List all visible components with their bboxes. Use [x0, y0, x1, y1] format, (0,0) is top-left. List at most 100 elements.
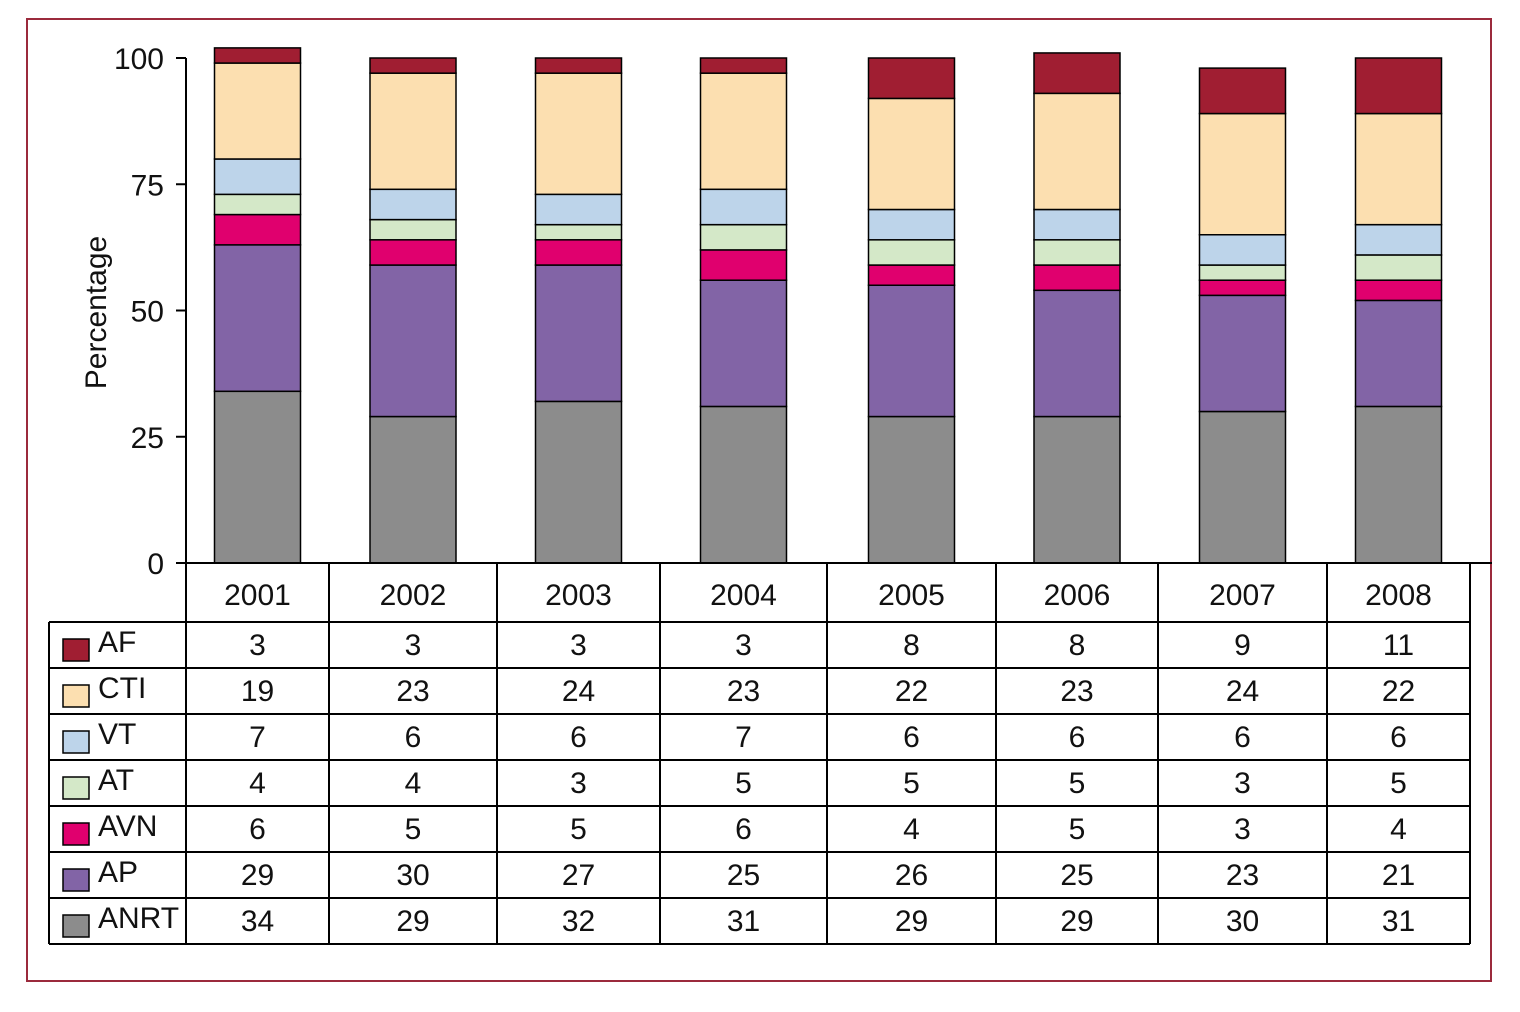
bar-segment-at-2008: [1354, 254, 1443, 281]
bar-segment-avn-2003: [534, 239, 623, 266]
x-category-label: 2008: [1365, 579, 1432, 612]
y-axis-label: Percentage: [80, 236, 113, 389]
bar-segment-ap-2001: [213, 244, 302, 393]
bar-segment-at-2006: [1033, 239, 1121, 266]
bar-segment-af-2002: [369, 57, 457, 74]
table-value-cti-2007: 24: [1226, 675, 1259, 708]
bar-segment-avn-2006: [1033, 264, 1121, 292]
table-value-cti-2006: 23: [1060, 675, 1093, 708]
table-value-af-2007: 9: [1234, 629, 1251, 662]
bar-segment-anrt-2004: [699, 405, 788, 564]
bar-segment-avn-2005: [867, 264, 956, 286]
table-value-ap-2005: 26: [895, 859, 928, 892]
table-value-anrt-2004: 31: [727, 905, 760, 938]
table-value-cti-2001: 19: [241, 675, 274, 708]
bar-segment-af-2006: [1033, 52, 1121, 95]
table-value-ap-2007: 23: [1226, 859, 1259, 892]
table-value-ap-2001: 29: [241, 859, 274, 892]
bar-segment-avn-2004: [699, 249, 788, 281]
table-value-anrt-2005: 29: [895, 905, 928, 938]
table-value-ap-2004: 25: [727, 859, 760, 892]
bar-segment-ap-2008: [1354, 299, 1443, 408]
bar-segment-cti-2001: [213, 62, 302, 160]
table-value-cti-2002: 23: [396, 675, 429, 708]
legend-label-cti: CTI: [98, 672, 146, 705]
table-value-vt-2004: 7: [735, 721, 752, 754]
table-value-af-2002: 3: [405, 629, 422, 662]
table-value-avn-2007: 3: [1234, 813, 1251, 846]
table-value-cti-2008: 22: [1382, 675, 1415, 708]
bar-segment-vt-2003: [534, 193, 623, 226]
x-category-label: 2006: [1044, 579, 1111, 612]
bar-segment-avn-2008: [1354, 279, 1443, 302]
bar-segment-cti-2007: [1198, 112, 1287, 236]
bar-segment-anrt-2002: [369, 415, 457, 564]
table-value-af-2001: 3: [249, 629, 266, 662]
table-value-ap-2002: 30: [396, 859, 429, 892]
bar-segment-vt-2004: [699, 188, 788, 226]
table-value-at-2003: 3: [570, 767, 587, 800]
bar-segment-at-2001: [213, 193, 302, 216]
table-value-avn-2004: 6: [735, 813, 752, 846]
bar-segment-vt-2007: [1198, 234, 1287, 266]
table-value-at-2004: 5: [735, 767, 752, 800]
bar-segment-at-2003: [534, 223, 623, 241]
table-value-at-2001: 4: [249, 767, 266, 800]
bar-segment-af-2008: [1354, 57, 1443, 115]
table-value-avn-2006: 5: [1069, 813, 1086, 846]
table-value-avn-2008: 4: [1390, 813, 1407, 846]
bar-segment-anrt-2005: [867, 415, 956, 564]
bar-segment-at-2004: [699, 223, 788, 251]
table-value-anrt-2002: 29: [396, 905, 429, 938]
y-tick-label: 0: [147, 548, 164, 581]
table-value-vt-2007: 6: [1234, 721, 1251, 754]
bar-segment-at-2005: [867, 239, 956, 266]
legend-label-at: AT: [98, 764, 134, 797]
table-value-ap-2006: 25: [1060, 859, 1093, 892]
bar-segment-ap-2004: [699, 279, 788, 408]
legend-label-anrt: ANRT: [98, 902, 179, 935]
table-value-at-2005: 5: [903, 767, 920, 800]
legend-swatch-at: [62, 776, 90, 800]
x-category-label: 2005: [878, 579, 945, 612]
bar-segment-anrt-2007: [1198, 410, 1287, 564]
table-value-avn-2002: 5: [405, 813, 422, 846]
bar-segment-cti-2002: [369, 72, 457, 191]
legend-label-ap: AP: [98, 856, 138, 889]
table-value-anrt-2008: 31: [1382, 905, 1415, 938]
y-tick-label: 75: [131, 169, 164, 202]
table-value-at-2007: 3: [1234, 767, 1251, 800]
bar-segment-vt-2002: [369, 188, 457, 221]
bar-segment-af-2003: [534, 57, 623, 74]
legend-swatch-avn: [62, 822, 90, 846]
legend-swatch-ap: [62, 868, 90, 892]
table-value-af-2008: 11: [1383, 629, 1414, 662]
table-value-vt-2002: 6: [405, 721, 422, 754]
bar-segment-cti-2006: [1033, 92, 1121, 211]
bar-segment-af-2001: [213, 47, 302, 64]
bar-segment-anrt-2001: [213, 390, 302, 564]
bar-segment-vt-2005: [867, 208, 956, 241]
legend-swatch-af: [62, 638, 90, 662]
table-value-at-2006: 5: [1069, 767, 1086, 800]
table-value-ap-2008: 21: [1382, 859, 1415, 892]
table-value-cti-2003: 24: [562, 675, 595, 708]
table-value-vt-2003: 6: [570, 721, 587, 754]
legend-swatch-cti: [62, 684, 90, 708]
bar-segment-anrt-2003: [534, 400, 623, 564]
bar-segment-ap-2002: [369, 264, 457, 418]
legend-swatch-vt: [62, 730, 90, 754]
bar-segment-vt-2001: [213, 158, 302, 196]
bar-segment-af-2005: [867, 57, 956, 100]
bar-segment-ap-2005: [867, 284, 956, 418]
bar-segment-avn-2002: [369, 239, 457, 266]
table-value-cti-2005: 22: [895, 675, 928, 708]
table-value-vt-2008: 6: [1390, 721, 1407, 754]
bar-segment-cti-2003: [534, 72, 623, 196]
table-value-vt-2005: 6: [903, 721, 920, 754]
bar-segment-anrt-2008: [1354, 405, 1443, 564]
bar-segment-avn-2001: [213, 213, 302, 246]
table-value-anrt-2006: 29: [1060, 905, 1093, 938]
table-value-at-2008: 5: [1390, 767, 1407, 800]
